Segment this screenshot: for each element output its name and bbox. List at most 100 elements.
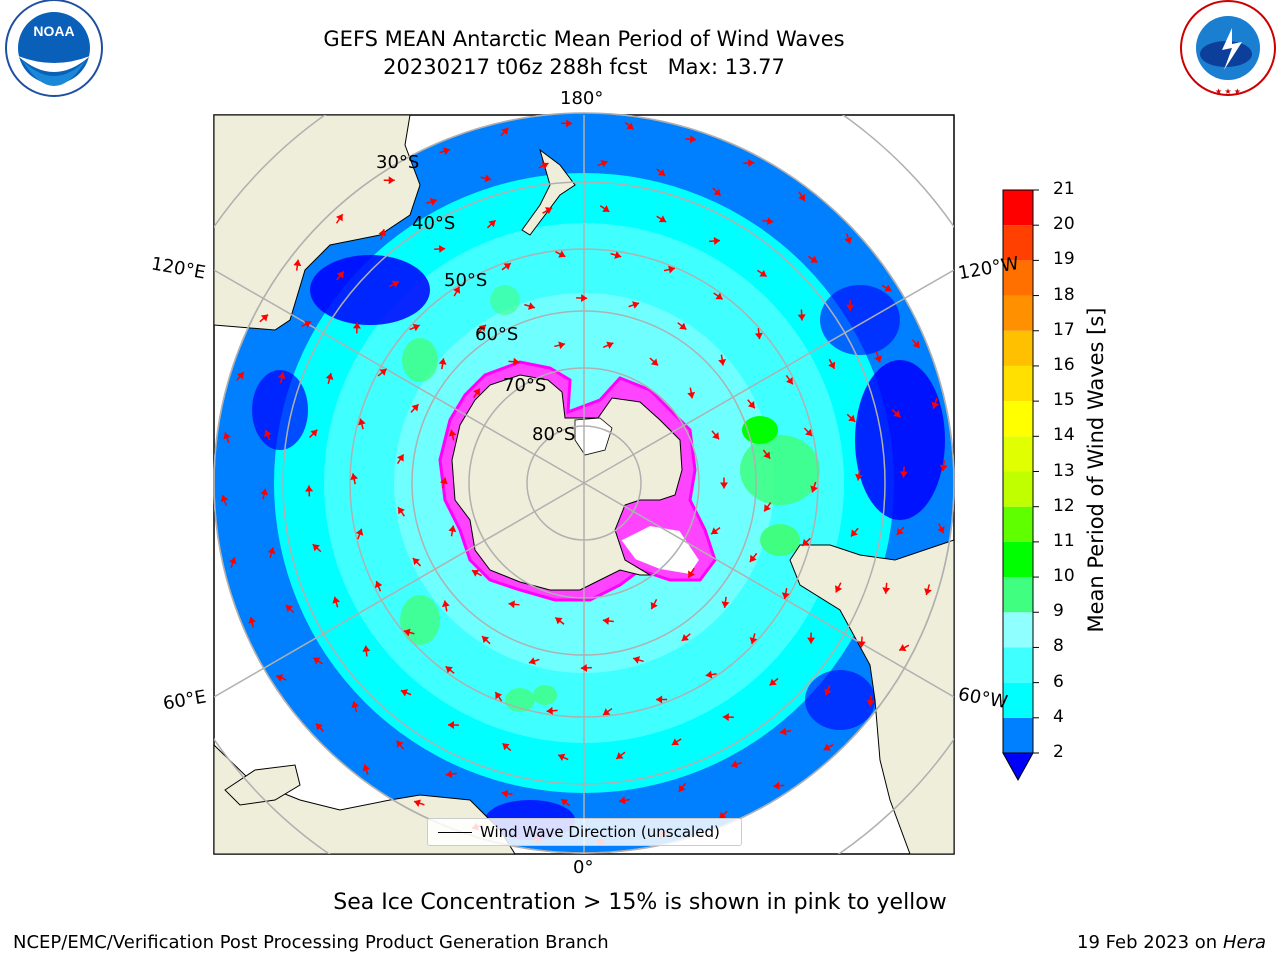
wave-direction-arrowhead	[336, 271, 344, 279]
wave-direction-arrowhead	[260, 488, 268, 496]
wave-direction-arrowhead	[478, 324, 486, 332]
wave-direction-arrowhead	[412, 323, 420, 332]
colorbar-tick-label: 10	[1053, 566, 1075, 587]
wave-direction-arrowhead	[312, 544, 320, 552]
wave-direction-arrowhead	[528, 657, 536, 665]
wave-direction-arrowhead	[264, 430, 272, 438]
wave-direction-arrowhead	[315, 723, 323, 731]
wave-direction-arrowhead	[882, 587, 891, 594]
wave-direction-arrowhead	[285, 604, 293, 613]
wave-direction-arrowhead	[355, 528, 364, 536]
wave-direction-arrowhead	[293, 259, 302, 267]
wave-direction-arrowhead	[924, 588, 932, 595]
wave-direction-arrowhead	[616, 752, 624, 759]
wave-direction-arrowhead	[481, 636, 490, 644]
wave-direction-arrowhead	[276, 674, 284, 682]
wave-direction-arrowhead	[527, 302, 535, 310]
wave-direction-arrowhead	[228, 557, 237, 565]
wave-direction-arrowhead	[400, 689, 408, 697]
wave-direction-arrowhead	[558, 753, 566, 762]
wave-direction-arrowhead	[438, 244, 446, 253]
wave-direction-arrowhead	[802, 538, 810, 546]
wave-direction-arrowhead	[857, 641, 866, 648]
colorbar-segment	[1003, 365, 1033, 402]
colorbar	[1002, 189, 1039, 782]
wave-direction-arrowhead	[749, 637, 758, 644]
colorbar-tick-label: 9	[1053, 601, 1064, 622]
wave-direction-arrowhead	[681, 633, 689, 641]
colorbar-tick-label: 16	[1053, 354, 1075, 375]
wave-direction-arrowhead	[414, 799, 421, 808]
legend-label: Wind Wave Direction (unscaled)	[480, 823, 720, 841]
wave-direction-arrowhead	[719, 811, 727, 819]
wave-direction-arrowhead	[658, 215, 667, 223]
wave-direction-arrowhead	[619, 796, 626, 805]
wave-direction-arrowhead	[513, 357, 520, 366]
wave-direction-arrowhead	[687, 391, 696, 399]
colorbar-tick-label: 19	[1053, 249, 1075, 270]
wave-direction-arrowhead	[884, 284, 892, 292]
wave-direction-arrowhead	[874, 355, 882, 363]
wave-direction-arrowhead	[362, 645, 371, 652]
wave-direction-arrowhead	[931, 401, 940, 409]
lon-label-180: 180°	[560, 88, 604, 109]
wave-direction-arrowhead	[332, 596, 341, 604]
wave-direction-arrowhead	[313, 657, 321, 665]
wave-direction-arrowhead	[411, 404, 419, 412]
wave-direction-arrowhead	[656, 695, 663, 704]
wave-direction-arrowhead	[689, 135, 697, 144]
colorbar-tick-label: 6	[1053, 671, 1064, 692]
wave-direction-arrowhead	[412, 558, 420, 566]
colorbar-tick-label: 20	[1053, 214, 1075, 235]
wave-direction-arrowhead	[471, 569, 480, 577]
wave-direction-arrowhead	[508, 600, 515, 609]
sea-ice-note: Sea Ice Concentration > 15% is shown in …	[333, 890, 947, 915]
wave-direction-arrowhead	[899, 644, 907, 652]
wave-direction-arrowhead	[362, 764, 371, 772]
colorbar-tick-label: 13	[1053, 460, 1075, 481]
colorbar-extend-triangle	[1002, 752, 1034, 782]
madagascar-land	[224, 764, 301, 806]
wave-direction-arrowhead	[773, 781, 780, 790]
lat-label-60s: 60°S	[475, 324, 519, 345]
wave-direction-arrowhead	[835, 585, 843, 593]
wave-direction-arrowhead	[398, 507, 405, 515]
wave-direction-arrowhead	[848, 414, 856, 422]
wave-direction-arrowhead	[438, 358, 447, 365]
wave-direction-arrowhead	[429, 197, 437, 206]
wave-direction-arrowhead	[712, 432, 720, 440]
wave-direction-arrowhead	[566, 119, 573, 128]
wave-direction-arrowhead	[846, 304, 855, 311]
wave-direction-arrowhead	[580, 663, 588, 672]
wave-direction-arrowhead	[797, 314, 806, 321]
wave-direction-arrowhead	[844, 236, 852, 244]
wave-direction-arrowhead	[277, 372, 286, 380]
wave-direction-arrowhead	[823, 743, 831, 751]
wave-direction-arrowhead	[236, 372, 244, 380]
wave-direction-arrowhead	[602, 205, 610, 212]
wave-direction-arrowhead	[473, 388, 480, 396]
wave-direction-arrowhead	[555, 617, 563, 625]
wave-direction-arrowhead	[747, 401, 755, 409]
colorbar-segment	[1003, 471, 1033, 507]
wave-direction-arrowhead	[688, 570, 695, 578]
colorbar-segment	[1003, 401, 1033, 437]
wave-direction-arrowhead	[448, 525, 457, 533]
wave-direction-arrowhead	[937, 526, 945, 534]
wave-direction-arrowhead	[850, 529, 858, 537]
wave-direction-arrowhead	[335, 214, 343, 222]
wave-direction-arrowhead	[754, 332, 763, 340]
wave-direction-arrowhead	[896, 527, 904, 536]
wave-direction-arrowhead	[441, 600, 450, 608]
wave-direction-arrowhead	[544, 207, 553, 215]
colorbar-segment	[1003, 225, 1033, 261]
wave-direction-arrowhead	[626, 122, 634, 130]
wave-direction-arrowhead	[403, 628, 411, 637]
wave-direction-arrowhead	[711, 527, 719, 535]
wave-direction-arrowhead	[558, 250, 566, 258]
wave-direction-arrowhead	[310, 429, 318, 437]
wave-direction-arrowhead	[351, 701, 360, 709]
wave-direction-arrowhead	[600, 160, 608, 168]
colorbar-segment	[1003, 330, 1033, 366]
wave-direction-arrowhead	[866, 700, 875, 707]
